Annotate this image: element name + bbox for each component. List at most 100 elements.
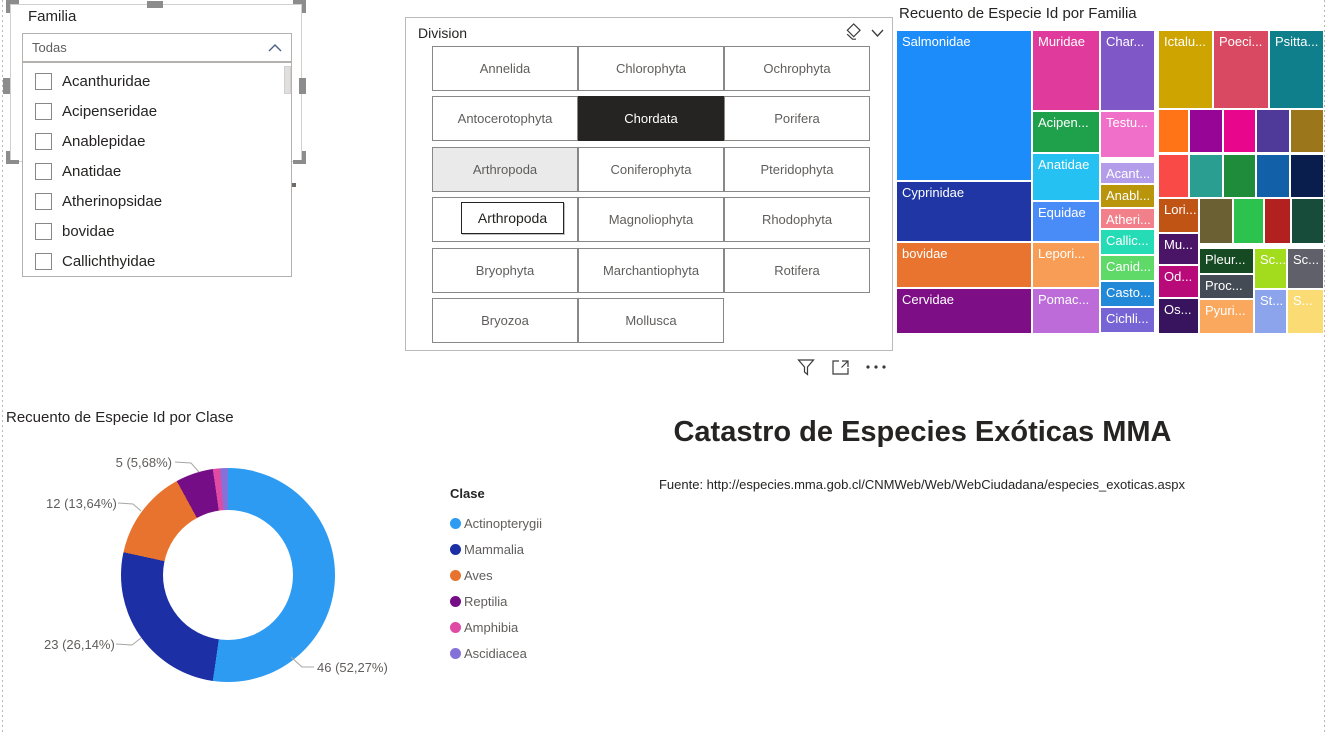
- treemap-block-unlabeled[interactable]: [1190, 155, 1222, 197]
- division-button-bryophyta[interactable]: Bryophyta: [432, 248, 578, 293]
- treemap-block-equidae[interactable]: Equidae: [1033, 202, 1099, 241]
- treemap-block-unlabeled[interactable]: [1257, 110, 1289, 152]
- treemap-block-salmonidae[interactable]: Salmonidae: [897, 31, 1031, 180]
- focus-mode-icon[interactable]: [831, 359, 850, 376]
- treemap-block-psitta[interactable]: Psitta...: [1270, 31, 1323, 108]
- division-button-chordata[interactable]: Chordata: [578, 96, 724, 141]
- treemap-block-casto[interactable]: Casto...: [1101, 282, 1154, 306]
- division-button-antocerotophyta[interactable]: Antocerotophyta: [432, 96, 578, 141]
- familia-option-acipenseridae[interactable]: Acipenseridae: [23, 96, 291, 126]
- familia-list-scrollbar[interactable]: [284, 66, 291, 94]
- treemap-block-unlabeled[interactable]: [1291, 110, 1323, 152]
- resize-handle-top-left[interactable]: [6, 0, 19, 13]
- more-options-icon[interactable]: [865, 364, 887, 370]
- treemap-block-cichli[interactable]: Cichli...: [1101, 308, 1154, 332]
- familia-dropdown-list: Acanthuridae Acipenseridae Anablepidae Anat…: [22, 62, 292, 277]
- division-button-porifera[interactable]: Porifera: [724, 96, 870, 141]
- checkbox-unchecked[interactable]: [35, 132, 52, 150]
- resize-handle-top[interactable]: [147, 1, 163, 8]
- familia-option-atherinopsidae[interactable]: Atherinopsidae: [23, 186, 291, 216]
- familia-option-bovidae[interactable]: bovidae: [23, 216, 291, 246]
- treemap-block-unlabeled[interactable]: [1159, 155, 1188, 197]
- clear-selections-eraser-icon[interactable]: [843, 23, 863, 42]
- checkbox-unchecked[interactable]: [35, 102, 52, 120]
- treemap-block-acant[interactable]: Acant...: [1101, 163, 1154, 183]
- legend-item-actinopterygii[interactable]: Actinopterygii: [450, 510, 542, 536]
- division-button-bryozoa[interactable]: Bryozoa: [432, 298, 578, 343]
- treemap-block-pomac[interactable]: Pomac...: [1033, 289, 1099, 333]
- treemap-block-unlabeled[interactable]: [1159, 110, 1188, 152]
- treemap-block-cyprinidae[interactable]: Cyprinidae: [897, 182, 1031, 241]
- treemap-block-unlabeled[interactable]: [1224, 155, 1255, 197]
- treemap-block-unlabeled[interactable]: [1292, 199, 1323, 243]
- treemap-block-bovidae[interactable]: bovidae: [897, 243, 1031, 287]
- legend-item-label: Aves: [464, 567, 493, 583]
- treemap-block-unlabeled[interactable]: [1291, 155, 1323, 197]
- familia-option-anablepidae[interactable]: Anablepidae: [23, 126, 291, 156]
- treemap-block-muridae[interactable]: Muridae: [1033, 31, 1099, 110]
- legend-item-aves[interactable]: Aves: [450, 562, 542, 588]
- treemap-block-sc[interactable]: Sc...: [1288, 249, 1323, 288]
- treemap-block-sc[interactable]: Sc...: [1255, 249, 1286, 288]
- treemap-block-lepori[interactable]: Lepori...: [1033, 243, 1099, 287]
- resize-handle-top-right[interactable]: [293, 0, 306, 13]
- familia-option-acanthuridae[interactable]: Acanthuridae: [23, 66, 291, 96]
- division-button-rhodophyta[interactable]: Rhodophyta: [724, 197, 870, 242]
- treemap-block-unlabeled[interactable]: [1224, 110, 1255, 152]
- checkbox-unchecked[interactable]: [35, 192, 52, 210]
- treemap-block-unlabeled[interactable]: [1190, 110, 1222, 152]
- treemap-block-anatidae[interactable]: Anatidae: [1033, 154, 1099, 200]
- resize-handle-left[interactable]: [3, 78, 10, 94]
- chevron-down-icon[interactable]: [871, 29, 884, 37]
- division-button-coniferophyta[interactable]: Coniferophyta: [578, 147, 724, 192]
- treemap-block-ictalu[interactable]: Ictalu...: [1159, 31, 1212, 108]
- legend-item-mammalia[interactable]: Mammalia: [450, 536, 542, 562]
- treemap-block-unlabeled[interactable]: [1257, 155, 1289, 197]
- resize-handle-bottom-left[interactable]: [6, 151, 19, 164]
- treemap-block-os[interactable]: Os...: [1159, 299, 1198, 333]
- division-button-mollusca[interactable]: Mollusca: [578, 298, 724, 343]
- treemap-block-mu[interactable]: Mu...: [1159, 234, 1198, 264]
- treemap-block-s[interactable]: S...: [1288, 290, 1323, 333]
- treemap-block-unlabeled[interactable]: [1265, 199, 1290, 243]
- checkbox-unchecked[interactable]: [35, 222, 52, 240]
- treemap-block-anabl[interactable]: Anabl...: [1101, 185, 1154, 207]
- familia-option-callichthyidae[interactable]: Callichthyidae: [23, 246, 291, 276]
- treemap-block-lori[interactable]: Lori...: [1159, 199, 1198, 232]
- division-button-rotifera[interactable]: Rotifera: [724, 248, 870, 293]
- familia-option-anatidae[interactable]: Anatidae: [23, 156, 291, 186]
- chevron-up-icon[interactable]: [268, 43, 282, 52]
- division-button-annelida[interactable]: Annelida: [432, 46, 578, 91]
- division-button-pteridophyta[interactable]: Pteridophyta: [724, 147, 870, 192]
- resize-handle-right[interactable]: [299, 78, 306, 94]
- filter-icon[interactable]: [796, 357, 816, 377]
- checkbox-unchecked[interactable]: [35, 252, 52, 270]
- division-button-chlorophyta[interactable]: Chlorophyta: [578, 46, 724, 91]
- treemap-block-atheri[interactable]: Atheri...: [1101, 209, 1154, 228]
- resize-handle-bottom-right[interactable]: [293, 151, 306, 164]
- division-button-arthropoda[interactable]: Arthropoda: [432, 147, 578, 192]
- treemap-block-unlabeled[interactable]: [1234, 199, 1263, 243]
- treemap-block-st[interactable]: St...: [1255, 290, 1286, 333]
- treemap-block-char[interactable]: Char...: [1101, 31, 1154, 110]
- treemap-block-pleur[interactable]: Pleur...: [1200, 249, 1253, 273]
- treemap-block-pyuri[interactable]: Pyuri...: [1200, 300, 1253, 333]
- familia-dropdown[interactable]: Todas: [22, 33, 292, 62]
- treemap-block-acipen[interactable]: Acipen...: [1033, 112, 1099, 152]
- legend-item-reptilia[interactable]: Reptilia: [450, 588, 542, 614]
- treemap-block-canid[interactable]: Canid...: [1101, 256, 1154, 280]
- treemap-block-poeci[interactable]: Poeci...: [1214, 31, 1268, 108]
- division-button-marchantiophyta[interactable]: Marchantiophyta: [578, 248, 724, 293]
- treemap-block-unlabeled[interactable]: [1200, 199, 1232, 243]
- checkbox-unchecked[interactable]: [35, 72, 52, 90]
- treemap-block-cervidae[interactable]: Cervidae: [897, 289, 1031, 333]
- division-button-magnoliophyta[interactable]: Magnoliophyta: [578, 197, 724, 242]
- treemap-block-od[interactable]: Od...: [1159, 266, 1198, 297]
- treemap-block-testu[interactable]: Testu...: [1101, 112, 1154, 157]
- treemap-block-callic[interactable]: Callic...: [1101, 230, 1154, 254]
- division-button-ochrophyta[interactable]: Ochrophyta: [724, 46, 870, 91]
- legend-item-ascidiacea[interactable]: Ascidiacea: [450, 640, 542, 666]
- checkbox-unchecked[interactable]: [35, 162, 52, 180]
- treemap-block-proc[interactable]: Proc...: [1200, 275, 1253, 298]
- legend-item-amphibia[interactable]: Amphibia: [450, 614, 542, 640]
